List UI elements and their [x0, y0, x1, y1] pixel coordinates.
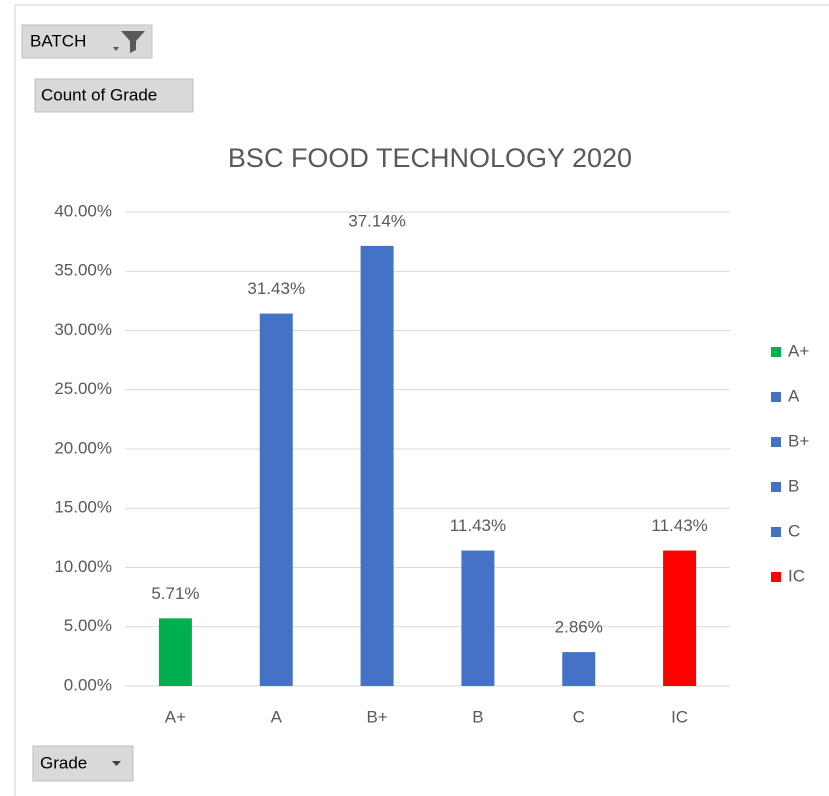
x-tick-label: B+ — [366, 707, 387, 726]
x-tick-label: A+ — [165, 707, 186, 726]
y-tick-label: 15.00% — [54, 498, 112, 517]
y-tick-label: 10.00% — [54, 557, 112, 576]
bar — [360, 245, 394, 687]
y-tick-label: 0.00% — [64, 675, 112, 694]
legend-swatch — [771, 572, 781, 582]
data-label: 31.43% — [247, 279, 305, 298]
legend-swatch — [771, 482, 781, 492]
chart-title: BSC FOOD TECHNOLOGY 2020 — [228, 143, 632, 173]
button-label: BATCH — [30, 31, 86, 50]
value-button[interactable]: Count of Grade — [34, 78, 194, 113]
legend-label: C — [788, 521, 800, 540]
x-tick-label: A — [271, 707, 283, 726]
bar — [562, 652, 596, 686]
bar — [158, 618, 192, 686]
y-tick-label: 20.00% — [54, 438, 112, 457]
dropdown-arrow — [112, 761, 121, 766]
y-tick-label: 25.00% — [54, 379, 112, 398]
bar — [663, 550, 697, 686]
button-label: Grade — [40, 753, 87, 772]
legend-label: B+ — [788, 431, 809, 450]
bar — [259, 313, 293, 686]
x-tick-label: C — [573, 707, 585, 726]
legend-swatch — [771, 347, 781, 357]
x-tick-label: IC — [671, 707, 688, 726]
data-label: 2.86% — [555, 618, 603, 637]
legend-label: IC — [788, 566, 805, 585]
data-label: 5.71% — [151, 584, 199, 603]
y-tick-label: 40.00% — [54, 201, 112, 220]
legend-swatch — [771, 527, 781, 537]
y-tick-label: 30.00% — [54, 320, 112, 339]
bar — [461, 550, 495, 686]
legend-swatch — [771, 392, 781, 402]
y-tick-label: 35.00% — [54, 261, 112, 280]
legend-swatch — [771, 437, 781, 447]
legend-label: A+ — [788, 341, 809, 360]
button-bg — [34, 78, 194, 113]
filter-button[interactable]: BATCH — [21, 24, 153, 59]
button-label: Count of Grade — [41, 85, 157, 104]
legend-label: A — [788, 386, 800, 405]
data-label: 37.14% — [348, 211, 406, 230]
y-tick-label: 5.00% — [64, 616, 112, 635]
filter-icon — [113, 31, 145, 53]
data-label: 11.43% — [651, 516, 707, 535]
axis-button[interactable]: Grade — [32, 745, 134, 782]
data-label: 11.43% — [450, 516, 506, 535]
x-tick-label: B — [472, 707, 483, 726]
legend-label: B — [788, 476, 799, 495]
